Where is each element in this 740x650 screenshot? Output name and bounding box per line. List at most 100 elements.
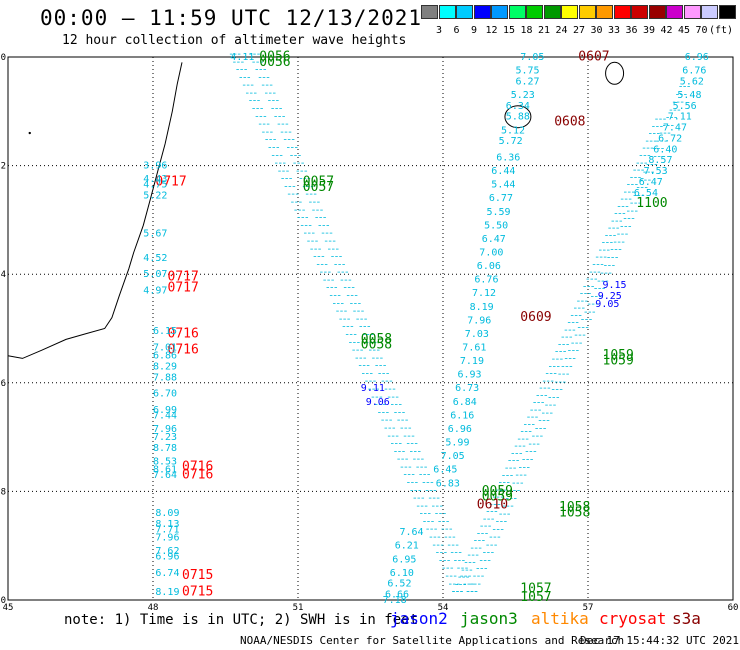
track-glyph: - (579, 315, 585, 326)
track-glyph: - (607, 268, 613, 279)
track-glyph: - (538, 431, 544, 442)
track-glyph: - (409, 439, 415, 450)
track-glyph: - (532, 398, 538, 409)
track-glyph: - (479, 528, 485, 539)
track-glyph: - (326, 244, 332, 255)
track-glyph: - (356, 298, 362, 309)
track-glyph: - (583, 307, 589, 318)
track-glyph: - (522, 419, 528, 430)
swh-label: 8.19 (155, 587, 179, 598)
track-glyph: - (420, 493, 426, 504)
track-glyph: - (281, 111, 287, 122)
track-glyph: - (579, 296, 585, 307)
track-glyph: - (259, 57, 265, 68)
track-glyph: - (448, 571, 454, 582)
swh-label: 6.96 (685, 52, 709, 63)
track-glyph: - (278, 104, 284, 115)
track-glyph: - (492, 499, 498, 510)
swh-label: 6.76 (682, 66, 706, 77)
track-glyph: - (530, 419, 536, 430)
track-glyph: - (436, 532, 442, 543)
track-glyph: - (413, 478, 419, 489)
track-glyph: - (639, 158, 645, 169)
track-glyph: - (576, 322, 582, 333)
scale-label: 39 (642, 25, 656, 36)
track-glyph: - (560, 361, 566, 372)
swh-label: 8.29 (153, 362, 177, 373)
swh-label: 5.12 (501, 125, 525, 136)
track-glyph: - (381, 368, 387, 379)
track-glyph: - (273, 111, 279, 122)
track-glyph: - (361, 330, 367, 341)
swh-label: 5.22 (143, 191, 167, 202)
scale-label: 18 (520, 25, 533, 36)
track-glyph: - (290, 189, 296, 200)
track-glyph: - (342, 283, 348, 294)
swh-label: 4.75 (143, 180, 167, 191)
track-glyph: - (480, 536, 486, 547)
track-glyph: - (263, 88, 269, 99)
track-glyph: - (415, 454, 421, 465)
track-glyph: - (469, 587, 475, 598)
track-glyph: - (655, 136, 661, 147)
track-glyph: - (521, 462, 527, 473)
track-glyph: - (531, 439, 537, 450)
track-glyph: - (498, 517, 504, 528)
swh-label: 7.64 (153, 470, 177, 481)
track-glyph: - (632, 172, 638, 183)
track-glyph: - (632, 190, 638, 201)
track-glyph: - (297, 197, 303, 208)
lat-tick-label: -24 (0, 270, 6, 280)
track-glyph: - (425, 524, 431, 535)
track-glyph: - (542, 383, 548, 394)
track-glyph: - (307, 220, 313, 231)
lon-tick-label: 60 (728, 603, 739, 613)
track-glyph: - (328, 228, 334, 239)
swh-label: 7.12 (472, 288, 496, 299)
track-glyph: - (653, 159, 659, 170)
time-label: 0716 (168, 343, 199, 358)
scale-swatch (438, 5, 456, 19)
swh-label: 4.97 (143, 286, 167, 297)
track-glyph: - (342, 314, 348, 325)
track-glyph: - (581, 330, 587, 341)
track-glyph: - (470, 579, 476, 590)
track-glyph: - (409, 485, 415, 496)
track-glyph: - (437, 517, 443, 528)
track-glyph: - (598, 252, 604, 263)
track-glyph: - (352, 298, 358, 309)
track-glyph: - (333, 259, 339, 270)
swh-label: 8.61 (153, 465, 177, 476)
track-glyph: - (507, 456, 513, 467)
track-glyph: - (505, 478, 511, 489)
track-glyph: - (296, 158, 302, 169)
track-glyph: - (246, 72, 252, 83)
track-glyph: - (338, 306, 344, 317)
track-glyph: - (397, 400, 403, 411)
time-label: 0057 (303, 180, 334, 195)
track-glyph: - (496, 532, 502, 543)
track-glyph: - (328, 291, 334, 302)
swh-label: 7.18 (383, 595, 407, 606)
track-glyph: - (257, 72, 263, 83)
track-glyph: - (323, 259, 329, 270)
track-glyph: - (645, 159, 651, 170)
track-glyph: - (323, 236, 329, 247)
track-glyph: - (351, 345, 357, 356)
track-glyph: - (242, 72, 248, 83)
track-glyph: - (491, 524, 497, 535)
track-glyph: - (464, 565, 470, 576)
track-glyph: - (599, 260, 605, 271)
track-glyph: - (501, 478, 507, 489)
track-glyph: - (299, 166, 305, 177)
scale-label: 30 (590, 25, 603, 36)
track-glyph: - (245, 80, 251, 91)
track-glyph: - (512, 463, 518, 474)
track-glyph: - (641, 143, 647, 154)
islet-marker (28, 131, 31, 135)
track-glyph: - (658, 121, 664, 132)
track-glyph: - (285, 143, 291, 154)
track-glyph: - (321, 220, 327, 231)
time-label: 0057 (303, 174, 334, 189)
